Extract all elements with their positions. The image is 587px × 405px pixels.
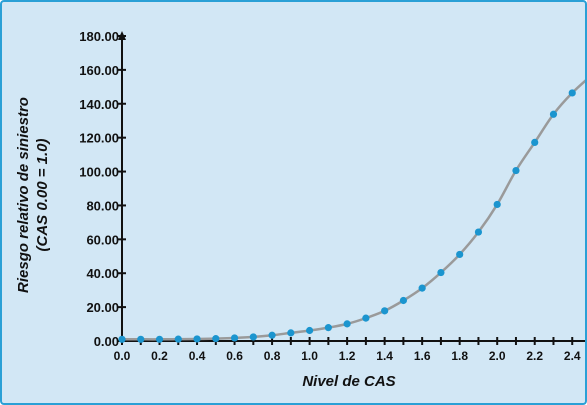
y-tick-label: 160.00 (79, 63, 119, 78)
data-point (193, 335, 201, 343)
y-tick-label: 80.00 (86, 198, 119, 213)
y-tick-label: 140.00 (79, 97, 119, 112)
x-tick-label: 0.8 (264, 349, 281, 363)
y-tick-label: 120.00 (79, 131, 119, 146)
data-point (531, 138, 539, 147)
data-point (249, 333, 257, 341)
data-point (343, 320, 351, 328)
data-point (118, 335, 126, 343)
y-tick-label: 40.00 (86, 266, 119, 281)
x-tick-label: 1.2 (339, 349, 356, 363)
data-point (474, 228, 483, 236)
y-axis-title-line-2: (CAS 0.00 = 1.0) (34, 139, 51, 252)
y-tick-label: 180.00 (79, 29, 119, 44)
x-tick-label: 0.6 (226, 349, 243, 363)
y-tick-label: 60.00 (86, 232, 119, 247)
y-axis-ticks: 0.00 20.00 40.00 60.00 80.00 100.00 120.00 140.… (79, 29, 126, 349)
data-point (493, 200, 501, 209)
x-tick-label: 1.6 (414, 349, 431, 363)
y-axis-title-line-1: Riesgo relativo de siniestro (15, 97, 32, 293)
x-tick-label: 1.8 (451, 349, 468, 363)
y-tick-label: 20.00 (86, 300, 119, 315)
data-point (437, 268, 445, 277)
data-point (362, 314, 370, 322)
data-point (324, 324, 332, 332)
data-point (137, 335, 145, 343)
data-point (399, 296, 407, 305)
x-tick-label: 2.0 (489, 349, 506, 363)
data-point (418, 284, 426, 292)
data-point (549, 110, 558, 118)
data-point (268, 331, 276, 339)
x-tick-label: 1.0 (301, 349, 318, 363)
x-tick-label: 2.4 (564, 349, 581, 363)
x-axis-title: Nivel de CAS (302, 373, 395, 390)
data-point (174, 335, 182, 343)
data-point (568, 89, 576, 97)
series-line (122, 79, 585, 341)
y-axis-arrow (118, 31, 126, 40)
data-point (456, 250, 464, 259)
y-tick-label: 100.00 (79, 165, 119, 180)
x-tick-label: 0.2 (151, 349, 168, 363)
data-point (287, 329, 295, 337)
data-point (230, 334, 239, 342)
data-point (212, 335, 220, 343)
data-point (155, 335, 164, 343)
data-point (381, 307, 389, 315)
x-tick-label: 0.4 (189, 349, 206, 363)
data-point (512, 166, 520, 175)
y-tick-label: 0.00 (94, 334, 119, 349)
series-markers (118, 89, 576, 343)
x-tick-label: 0.0 (114, 349, 131, 363)
data-point (306, 326, 314, 335)
x-tick-label: 1.4 (376, 349, 393, 363)
x-tick-label: 2.2 (526, 349, 543, 363)
